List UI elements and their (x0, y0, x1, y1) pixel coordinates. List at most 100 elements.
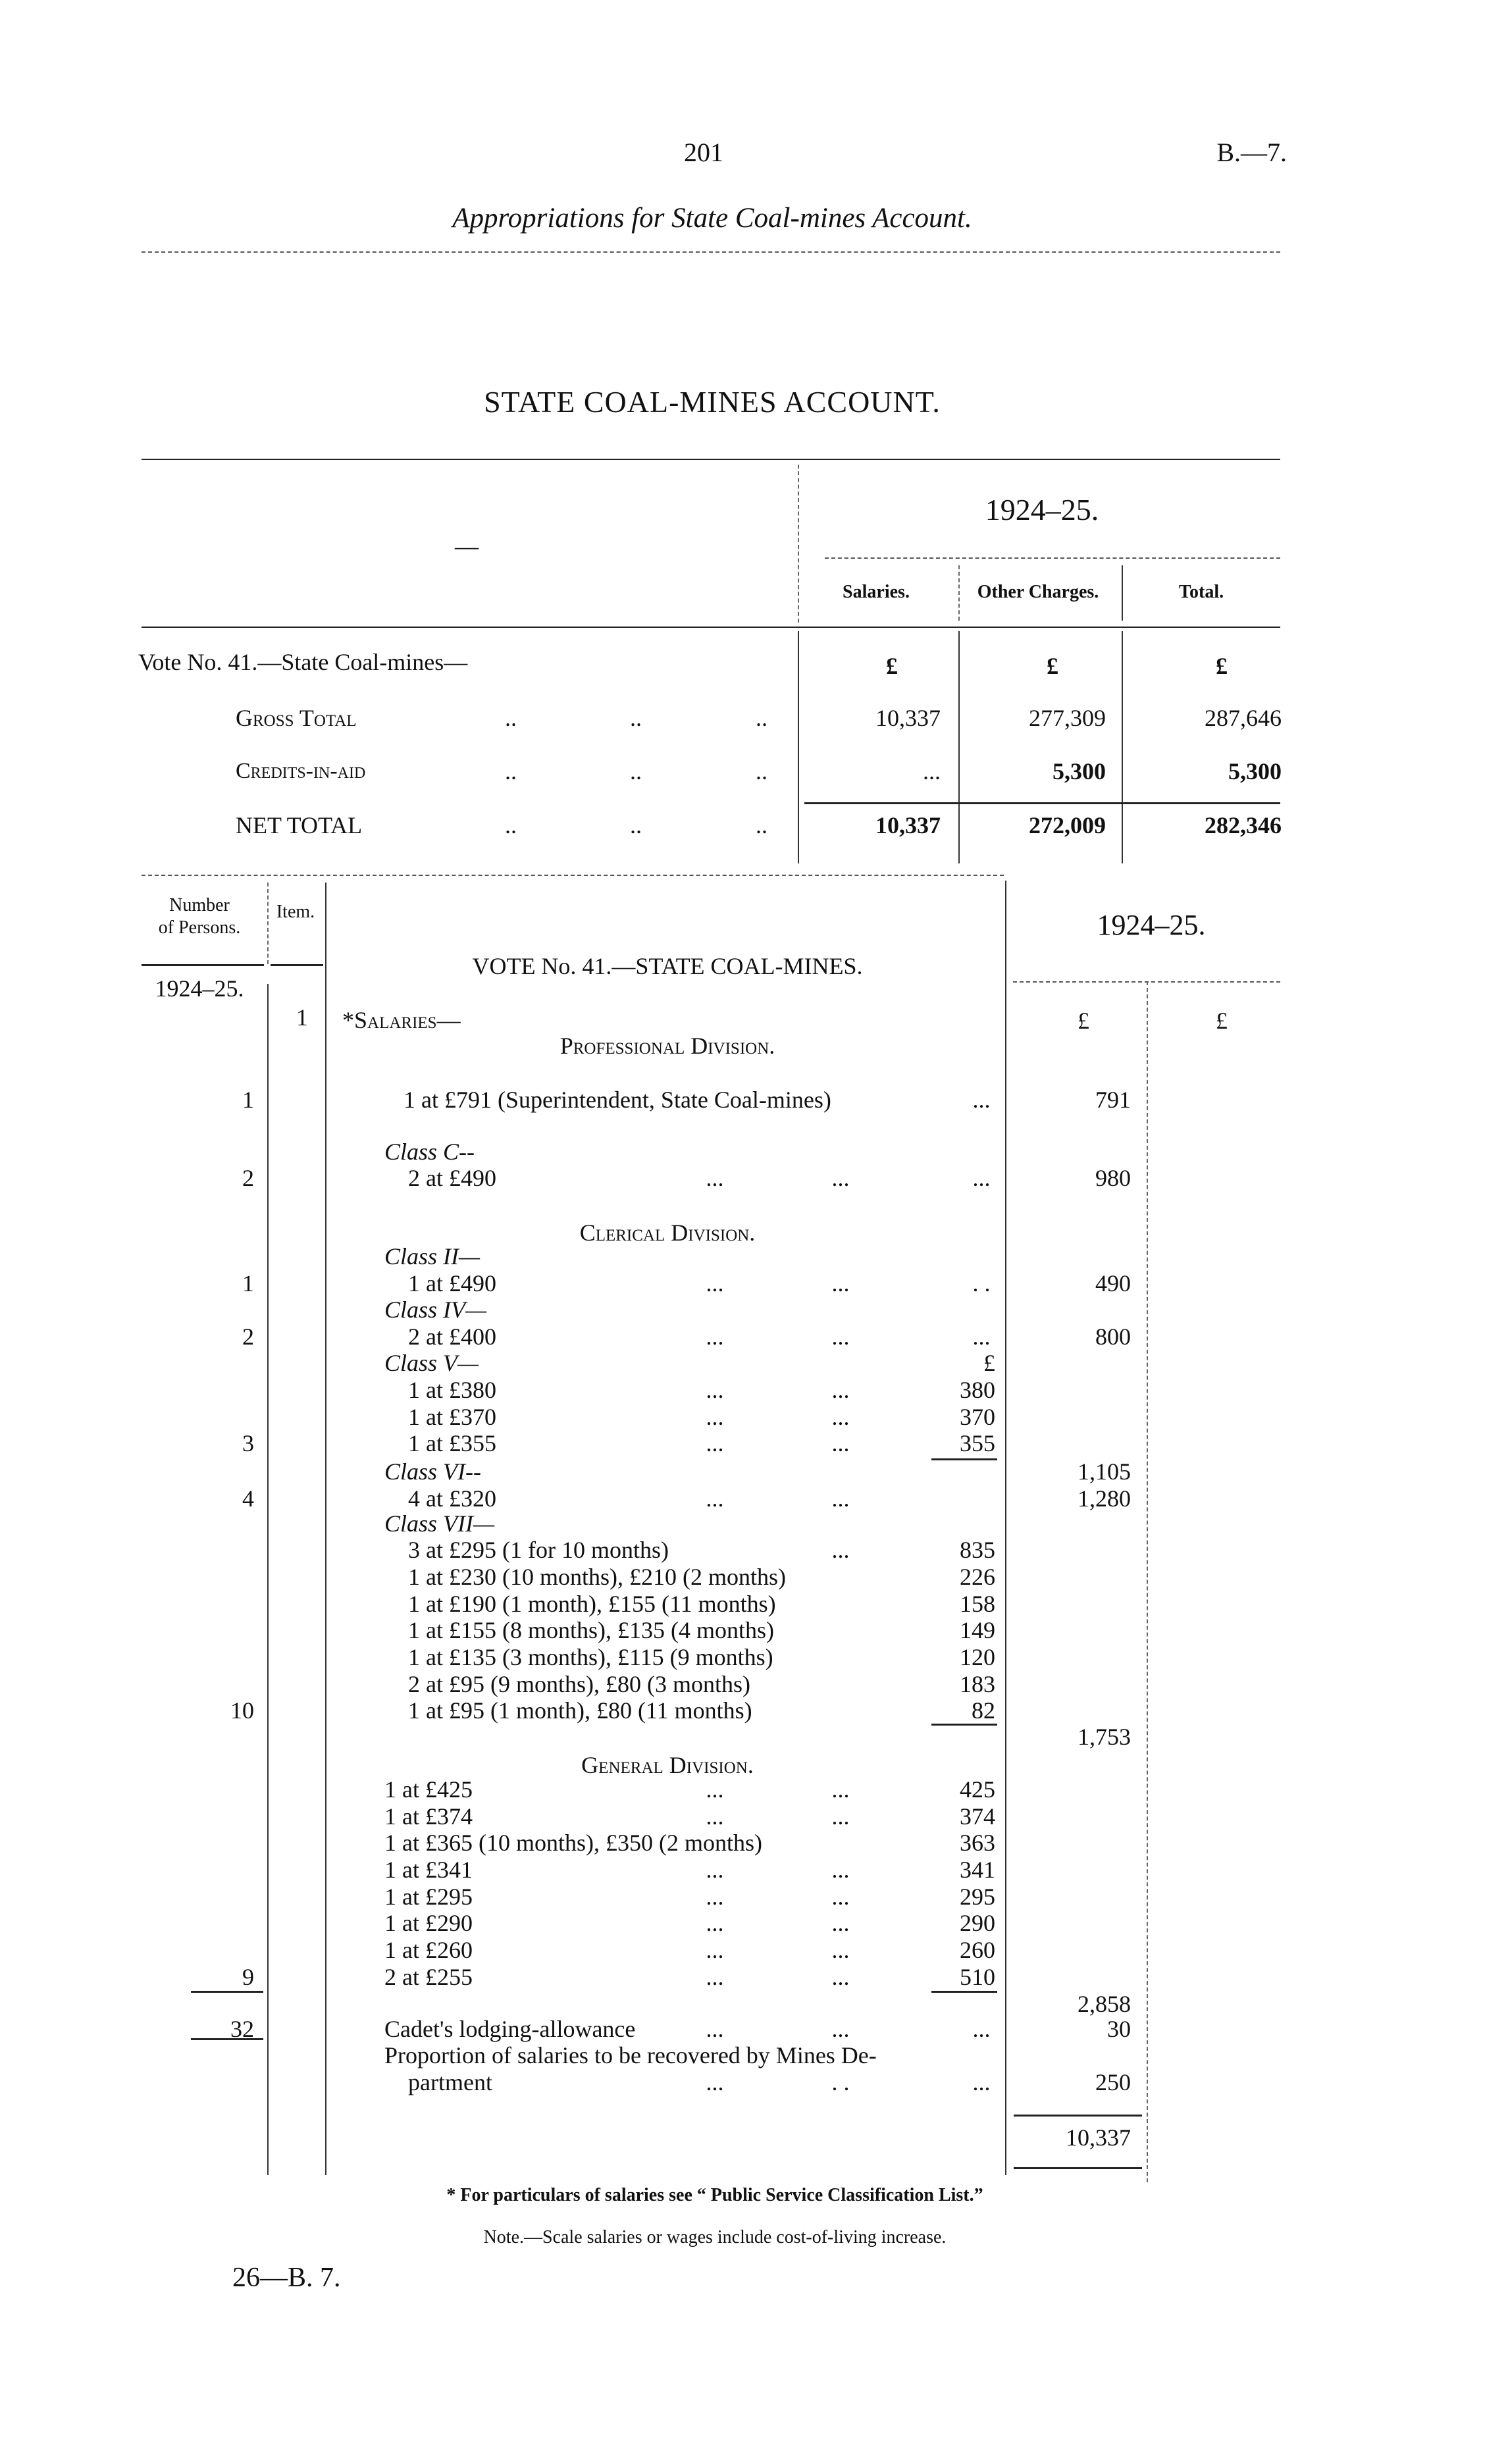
line-item-description: 2 at £95 (9 months), £80 (3 months) (408, 1671, 750, 1697)
leader-dots: ... (706, 1270, 724, 1296)
line-item-description: 1 at £190 (1 month), £155 (11 months) (408, 1591, 776, 1617)
persons-count: 4 (242, 1485, 254, 1512)
leader-dots: ... (972, 1323, 991, 1350)
sub-amount: 370 (960, 1404, 995, 1430)
line-item-description: 2 at £490 (408, 1165, 496, 1191)
stub-dash: — (455, 533, 479, 559)
leader-dots: ... (831, 1776, 850, 1803)
leader-dots: ... (831, 1270, 850, 1296)
gross-total: 287,646 (1205, 705, 1282, 731)
subtotal-rule (931, 1991, 997, 1993)
leader-dots: ... (706, 1165, 724, 1191)
currency-symbol: £ (886, 653, 898, 679)
line-item-description: 1 at £380 (408, 1377, 496, 1403)
column-rule (267, 883, 269, 964)
leader-dots: .. (505, 812, 517, 838)
persons-count: 32 (230, 2016, 254, 2042)
credits-other-charges: 5,300 (1053, 758, 1106, 784)
leader-dots: ... (706, 1803, 724, 1830)
leader-dots: .. (630, 758, 642, 784)
line-item-description: 1 at £230 (10 months), £210 (2 months) (408, 1564, 786, 1590)
amount: 1,753 (1078, 1724, 1131, 1750)
currency-symbol: £ (1047, 653, 1058, 679)
column-rule (958, 631, 960, 863)
leader-dots: ... (831, 1430, 850, 1456)
header-rule (142, 964, 264, 966)
sub-amount: 183 (960, 1671, 995, 1697)
sub-amount: 295 (960, 1884, 995, 1910)
leader-dots: ... (706, 1377, 724, 1403)
leader-dots: ... (706, 2069, 724, 2095)
sub-amount: 120 (960, 1644, 995, 1670)
amount: 800 (1095, 1323, 1131, 1350)
persons-count: 2 (242, 1323, 254, 1350)
leader-dots: .. (630, 812, 642, 838)
total-rule (804, 802, 1280, 804)
line-item-description: 4 at £320 (408, 1485, 496, 1512)
credits-salaries: ... (923, 758, 941, 784)
amount: 30 (1107, 2016, 1131, 2042)
header-rule (271, 964, 323, 966)
table-rule (142, 459, 1280, 460)
sub-amount: 510 (960, 1964, 995, 1990)
vote-label: Vote No. 41.—State Coal-mines— (138, 649, 468, 675)
line-item-description: Proportion of salaries to be recovered b… (384, 2042, 877, 2068)
leader-dots: .. (630, 705, 642, 731)
amount: 490 (1095, 1270, 1131, 1296)
line-item-description: 2 at £255 (384, 1964, 473, 1990)
column-header-salaries: Salaries. (843, 582, 910, 602)
line-item-description: 3 at £295 (1 for 10 months) (408, 1537, 669, 1563)
leader-dots: .. (505, 758, 517, 784)
subtotal-rule (931, 1724, 997, 1726)
division-heading: Clerical Division. (579, 1219, 756, 1246)
sub-amount: 374 (960, 1803, 995, 1830)
leader-dots: . . (831, 2069, 850, 2095)
line-item-description: partment (408, 2069, 492, 2095)
leader-dots: ... (972, 2069, 991, 2095)
page-signature: 26—B. 7. (232, 2263, 341, 2293)
leader-dots: ... (972, 1165, 991, 1191)
leader-dots: ... (831, 1323, 850, 1350)
gross-other-charges: 277,309 (1029, 705, 1106, 731)
amount: 980 (1095, 1165, 1131, 1191)
column-rule (325, 883, 326, 2175)
sub-amount: £ (983, 1350, 995, 1376)
leader-dots: ... (706, 1857, 724, 1883)
net-other-charges: 272,009 (1029, 812, 1106, 838)
column-header-total: Total. (1178, 582, 1224, 602)
column-rule (1122, 631, 1123, 863)
division-heading: Professional Division. (559, 1033, 775, 1059)
leader-dots: ... (831, 1857, 850, 1883)
leader-dots: ... (706, 1964, 724, 1990)
leader-dots: .. (505, 705, 517, 731)
line-item-description: 1 at £425 (384, 1776, 473, 1803)
line-item-description: 1 at £290 (384, 1910, 473, 1936)
column-rule (958, 565, 960, 621)
line-item-description: 1 at £95 (1 month), £80 (11 months) (408, 1697, 752, 1724)
leader-dots: ... (706, 1937, 724, 1963)
column-rule (1122, 565, 1123, 621)
column-header-other-charges: Other Charges. (977, 582, 1099, 602)
persons-count: 9 (242, 1964, 254, 1990)
line-item-description: 1 at £374 (384, 1803, 473, 1830)
persons-count: 3 (242, 1430, 254, 1456)
net-salaries: 10,337 (875, 812, 941, 838)
currency-symbol: £ (1216, 653, 1228, 679)
persons-total-rule (191, 1991, 263, 1993)
sub-amount: 290 (960, 1910, 995, 1936)
line-item-description: 1 at £490 (408, 1270, 496, 1296)
line-item-description: Cadet's lodging-allowance (384, 2016, 636, 2042)
line-item-description: 1 at £341 (384, 1857, 473, 1883)
persons-count: 1 (242, 1270, 254, 1296)
persons-count: 10 (230, 1697, 254, 1724)
line-item-description: 1 at £355 (408, 1430, 496, 1456)
leader-dots: ... (706, 1776, 724, 1803)
leader-dots: ... (706, 1485, 724, 1512)
leader-dots: ... (706, 1404, 724, 1430)
leader-dots: ... (831, 2016, 850, 2042)
line-item-description: Class IV— (384, 1296, 487, 1323)
currency-symbol: £ (1078, 1008, 1089, 1034)
amount: 791 (1095, 1087, 1131, 1113)
leader-dots: ... (972, 2016, 991, 2042)
line-item-description: 2 at £400 (408, 1323, 496, 1350)
